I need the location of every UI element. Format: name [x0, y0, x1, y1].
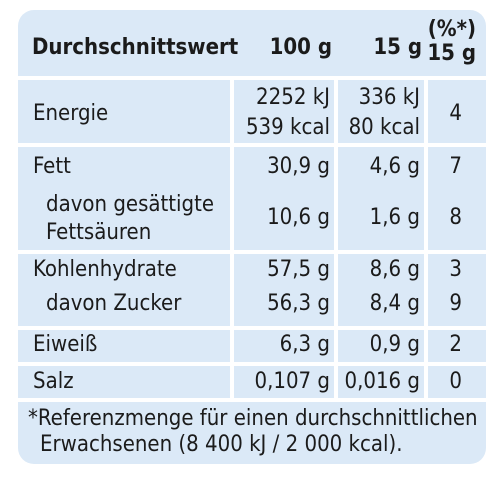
value-100g: 2252 kJ	[256, 85, 330, 110]
value-15g: 1,6 g	[369, 205, 420, 230]
row-label: Eiweiß	[33, 332, 98, 357]
row-label: Fettsäuren	[46, 220, 152, 245]
row-divider-kohlenhydrate	[18, 326, 486, 330]
footnote-line-2: Erwachsenen (8 400 kJ / 2 000 kcal).	[40, 432, 403, 457]
value-100g: 57,5 g	[267, 257, 330, 282]
value-pct: 8	[449, 205, 462, 230]
value-15g: 80 kcal	[348, 115, 420, 140]
header-label: Durchschnittswert	[32, 35, 239, 60]
value-pct: 0	[449, 369, 462, 394]
row-label: Energie	[33, 101, 109, 126]
row-divider-energie	[18, 143, 486, 147]
row-divider-salz	[18, 398, 486, 402]
nutrition-panel	[18, 10, 486, 464]
value-100g: 56,3 g	[267, 291, 330, 316]
value-15g: 0,9 g	[369, 332, 420, 357]
header-pct-line1: (%*)	[427, 17, 476, 42]
value-15g: 0,016 g	[344, 369, 421, 394]
value-100g: 539 kcal	[245, 115, 330, 140]
column-divider-1	[230, 78, 234, 402]
row-label: Fett	[33, 154, 71, 179]
value-pct: 7	[449, 154, 462, 179]
header-100g: 100 g	[269, 35, 332, 60]
value-15g: 4,6 g	[369, 154, 420, 179]
column-divider-2	[334, 78, 338, 402]
value-pct: 3	[449, 257, 462, 282]
value-pct: 2	[449, 332, 462, 357]
value-100g: 10,6 g	[267, 205, 330, 230]
value-pct: 9	[449, 291, 462, 316]
header-pct-line2: 15 g	[427, 41, 476, 66]
column-divider-3	[424, 78, 428, 402]
header-row: Durchschnittswert 100 g 15 g (%*) 15 g	[18, 10, 486, 78]
row-divider-fett	[18, 250, 486, 254]
row-label: Salz	[33, 369, 74, 394]
value-15g: 336 kJ	[358, 85, 420, 110]
row-label: Kohlenhydrate	[33, 257, 177, 282]
header-15g: 15 g	[373, 35, 422, 60]
value-100g: 6,3 g	[279, 332, 330, 357]
value-15g: 8,4 g	[369, 291, 420, 316]
value-100g: 30,9 g	[267, 154, 330, 179]
row-label: davon Zucker	[46, 291, 182, 316]
value-pct: 4	[449, 101, 462, 126]
row-label: davon gesättigte	[46, 192, 215, 217]
row-divider-eiweiss	[18, 362, 486, 366]
row-divider-header	[18, 76, 486, 80]
value-15g: 8,6 g	[369, 257, 420, 282]
value-100g: 0,107 g	[254, 369, 331, 394]
footnote-line-1: *Referenzmenge für einen durchschnittlic…	[28, 406, 478, 431]
